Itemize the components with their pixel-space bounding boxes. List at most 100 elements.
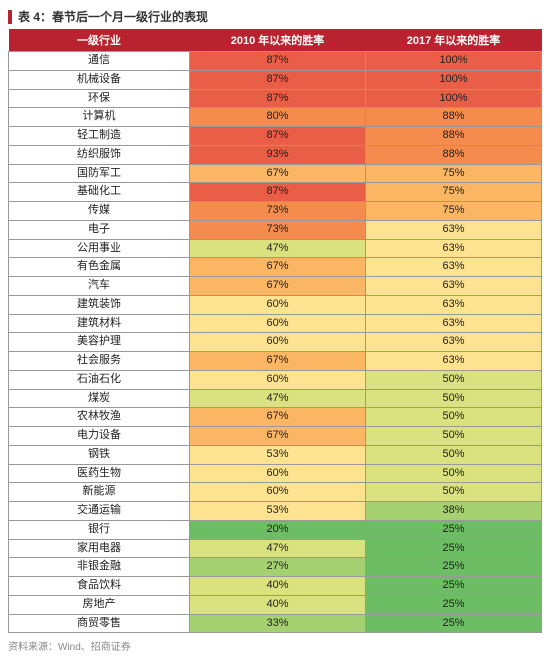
table-row: 电子73%63% xyxy=(9,220,542,239)
table-row: 商贸零售33%25% xyxy=(9,614,542,633)
winrate-2010: 87% xyxy=(190,52,366,71)
table-row: 房地产40%25% xyxy=(9,595,542,614)
table-row: 基础化工87%75% xyxy=(9,183,542,202)
winrate-2017: 63% xyxy=(366,277,542,296)
table-row: 新能源60%50% xyxy=(9,483,542,502)
winrate-2017: 63% xyxy=(366,333,542,352)
winrate-2017: 25% xyxy=(366,558,542,577)
industry-name: 环保 xyxy=(9,89,190,108)
winrate-2010: 40% xyxy=(190,577,366,596)
winrate-2017: 63% xyxy=(366,314,542,333)
winrate-2017: 25% xyxy=(366,520,542,539)
table-row: 医药生物60%50% xyxy=(9,464,542,483)
table-row: 纺织服饰93%88% xyxy=(9,145,542,164)
industry-name: 钢铁 xyxy=(9,445,190,464)
industry-name: 建筑装饰 xyxy=(9,295,190,314)
winrate-2010: 87% xyxy=(190,89,366,108)
winrate-2017: 25% xyxy=(366,539,542,558)
winrate-2017: 75% xyxy=(366,164,542,183)
winrate-2017: 25% xyxy=(366,595,542,614)
winrate-2010: 47% xyxy=(190,239,366,258)
heatmap-table: 一级行业 2010 年以来的胜率 2017 年以来的胜率 通信87%100%机械… xyxy=(8,29,542,633)
industry-name: 电子 xyxy=(9,220,190,239)
table-row: 有色金属67%63% xyxy=(9,258,542,277)
industry-name: 基础化工 xyxy=(9,183,190,202)
industry-name: 计算机 xyxy=(9,108,190,127)
winrate-2010: 67% xyxy=(190,352,366,371)
table-title: 表 4：春节后一个月一级行业的表现 xyxy=(18,8,208,25)
winrate-2010: 67% xyxy=(190,164,366,183)
winrate-2017: 75% xyxy=(366,183,542,202)
industry-name: 传媒 xyxy=(9,202,190,221)
industry-name: 新能源 xyxy=(9,483,190,502)
table-row: 公用事业47%63% xyxy=(9,239,542,258)
winrate-2010: 67% xyxy=(190,427,366,446)
winrate-2010: 60% xyxy=(190,333,366,352)
col-header-industry: 一级行业 xyxy=(9,29,190,52)
winrate-2017: 50% xyxy=(366,389,542,408)
header-row: 一级行业 2010 年以来的胜率 2017 年以来的胜率 xyxy=(9,29,542,52)
winrate-2010: 67% xyxy=(190,277,366,296)
industry-name: 医药生物 xyxy=(9,464,190,483)
table-row: 计算机80%88% xyxy=(9,108,542,127)
table-row: 社会服务67%63% xyxy=(9,352,542,371)
winrate-2010: 73% xyxy=(190,202,366,221)
winrate-2010: 53% xyxy=(190,502,366,521)
winrate-2010: 47% xyxy=(190,389,366,408)
winrate-2017: 63% xyxy=(366,352,542,371)
winrate-2017: 50% xyxy=(366,370,542,389)
industry-name: 交通运输 xyxy=(9,502,190,521)
winrate-2017: 50% xyxy=(366,445,542,464)
industry-name: 轻工制造 xyxy=(9,127,190,146)
table-row: 建筑装饰60%63% xyxy=(9,295,542,314)
winrate-2010: 67% xyxy=(190,258,366,277)
industry-name: 农林牧渔 xyxy=(9,408,190,427)
table-row: 建筑材料60%63% xyxy=(9,314,542,333)
winrate-2017: 63% xyxy=(366,239,542,258)
industry-name: 商贸零售 xyxy=(9,614,190,633)
table-body: 通信87%100%机械设备87%100%环保87%100%计算机80%88%轻工… xyxy=(9,52,542,633)
industry-name: 银行 xyxy=(9,520,190,539)
industry-name: 公用事业 xyxy=(9,239,190,258)
industry-name: 电力设备 xyxy=(9,427,190,446)
winrate-2010: 87% xyxy=(190,127,366,146)
industry-name: 房地产 xyxy=(9,595,190,614)
winrate-2010: 73% xyxy=(190,220,366,239)
winrate-2017: 25% xyxy=(366,614,542,633)
table-row: 家用电器47%25% xyxy=(9,539,542,558)
table-row: 汽车67%63% xyxy=(9,277,542,296)
industry-name: 食品饮料 xyxy=(9,577,190,596)
winrate-2010: 27% xyxy=(190,558,366,577)
title-accent-bar xyxy=(8,10,12,24)
winrate-2017: 63% xyxy=(366,258,542,277)
winrate-2017: 50% xyxy=(366,408,542,427)
winrate-2010: 60% xyxy=(190,483,366,502)
winrate-2017: 50% xyxy=(366,464,542,483)
table-row: 传媒73%75% xyxy=(9,202,542,221)
winrate-2010: 67% xyxy=(190,408,366,427)
winrate-2017: 50% xyxy=(366,483,542,502)
source-footer: 资料来源：Wind、招商证券 xyxy=(8,638,542,653)
table-row: 煤炭47%50% xyxy=(9,389,542,408)
industry-name: 美容护理 xyxy=(9,333,190,352)
winrate-2017: 75% xyxy=(366,202,542,221)
industry-name: 有色金属 xyxy=(9,258,190,277)
winrate-2017: 38% xyxy=(366,502,542,521)
industry-name: 纺织服饰 xyxy=(9,145,190,164)
winrate-2017: 63% xyxy=(366,295,542,314)
industry-name: 非银金融 xyxy=(9,558,190,577)
winrate-2010: 80% xyxy=(190,108,366,127)
table-row: 环保87%100% xyxy=(9,89,542,108)
winrate-2017: 63% xyxy=(366,220,542,239)
winrate-2010: 87% xyxy=(190,183,366,202)
table-row: 农林牧渔67%50% xyxy=(9,408,542,427)
winrate-2017: 88% xyxy=(366,145,542,164)
industry-name: 社会服务 xyxy=(9,352,190,371)
industry-name: 机械设备 xyxy=(9,70,190,89)
winrate-2010: 60% xyxy=(190,295,366,314)
table-title-row: 表 4：春节后一个月一级行业的表现 xyxy=(8,8,542,25)
winrate-2010: 60% xyxy=(190,464,366,483)
winrate-2017: 88% xyxy=(366,127,542,146)
winrate-2017: 88% xyxy=(366,108,542,127)
winrate-2017: 50% xyxy=(366,427,542,446)
